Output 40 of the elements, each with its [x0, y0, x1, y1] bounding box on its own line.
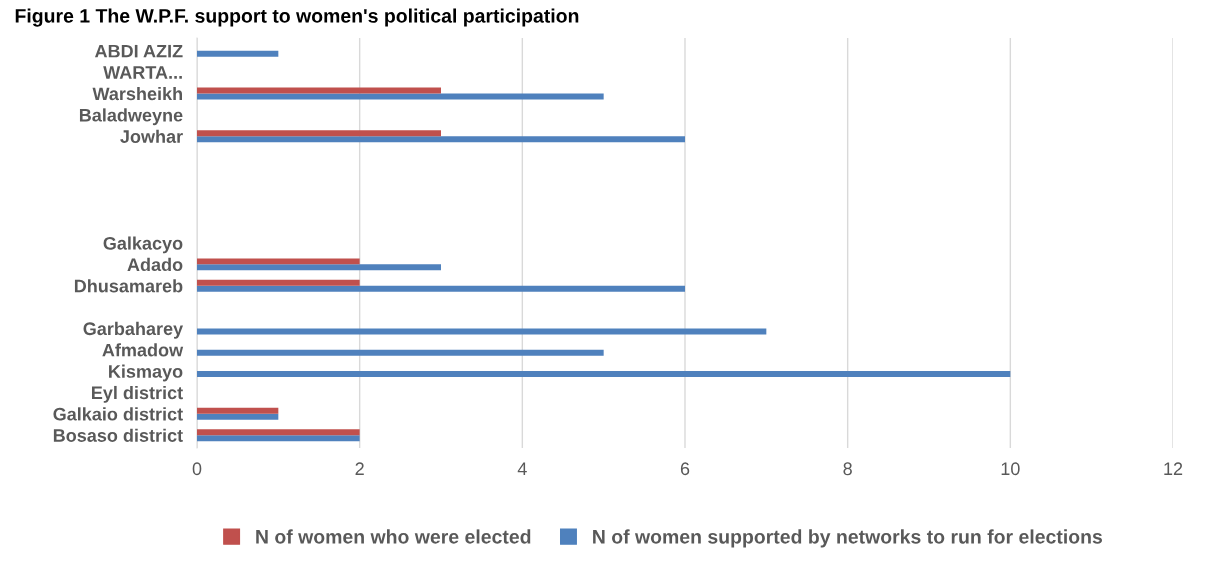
x-tick-label: 12	[1164, 462, 1183, 475]
bar	[197, 435, 360, 442]
x-tick-label: 0	[192, 462, 202, 476]
bar	[197, 264, 441, 271]
bar	[197, 130, 441, 137]
bar	[197, 279, 360, 286]
y-tick-label: Dhusamareb	[74, 279, 183, 293]
legend-label: N of women supported by networks to run for elections	[593, 529, 1102, 548]
bar	[197, 285, 685, 292]
bar	[197, 371, 1011, 378]
y-tick-label: Bosaso district	[53, 428, 183, 442]
bar	[197, 328, 767, 335]
bar	[197, 349, 604, 356]
legend-label: N of women who were elected	[256, 529, 531, 544]
x-tick-label: 4	[517, 462, 527, 475]
y-tick-label: Eyl district	[92, 385, 183, 403]
y-tick-label: Galkaio district	[53, 407, 183, 421]
bar	[197, 87, 441, 94]
y-tick-label: Galkacyo	[103, 236, 183, 254]
bar	[197, 413, 279, 420]
y-tick-label: Afmadow	[102, 343, 184, 357]
x-tick-label: 8	[843, 462, 852, 476]
y-tick-label: Adado	[127, 257, 183, 272]
y-tick-label: Garbaharey	[83, 321, 184, 339]
chart-title: Figure 1 The W.P.F. support to women's political participation	[15, 8, 579, 27]
x-tick-label: 6	[680, 462, 690, 476]
y-tick-label: WARTA...	[103, 66, 182, 79]
bar	[197, 93, 604, 100]
bar	[197, 429, 360, 436]
y-tick-label: Kismayo	[109, 364, 183, 382]
y-tick-label: Warsheikh	[92, 86, 182, 101]
bar	[197, 136, 685, 143]
x-tick-label: 10	[1001, 462, 1020, 476]
bar	[197, 50, 279, 57]
x-tick-label: 2	[355, 462, 364, 475]
bar	[197, 407, 279, 414]
y-tick-label: ABDI AZIZ	[94, 44, 183, 58]
y-tick-label: Baladweyne	[79, 108, 183, 126]
bar	[197, 258, 360, 265]
y-tick-label: Jowhar	[120, 129, 183, 143]
